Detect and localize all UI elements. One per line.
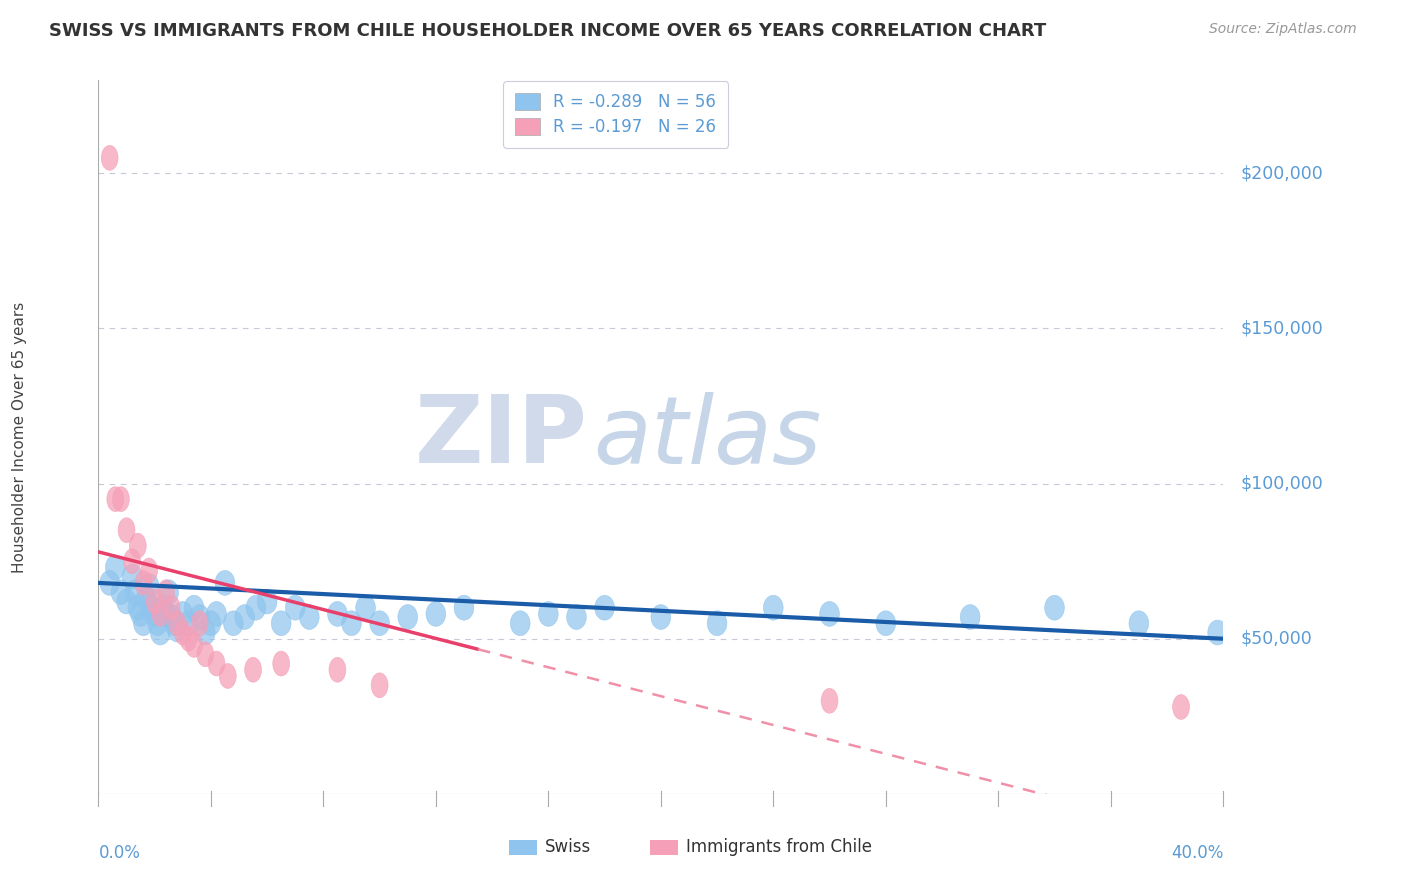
Ellipse shape xyxy=(1208,620,1227,645)
Ellipse shape xyxy=(651,605,671,630)
Ellipse shape xyxy=(190,605,209,630)
Ellipse shape xyxy=(246,595,266,620)
Text: $100,000: $100,000 xyxy=(1240,475,1323,492)
Ellipse shape xyxy=(224,611,243,636)
Ellipse shape xyxy=(180,626,197,651)
Ellipse shape xyxy=(117,589,136,614)
Text: $150,000: $150,000 xyxy=(1240,319,1323,337)
Ellipse shape xyxy=(156,601,176,626)
Text: atlas: atlas xyxy=(593,392,821,483)
Ellipse shape xyxy=(107,487,124,511)
Ellipse shape xyxy=(245,657,262,682)
Ellipse shape xyxy=(111,580,131,605)
Ellipse shape xyxy=(707,611,727,636)
Ellipse shape xyxy=(763,595,783,620)
Ellipse shape xyxy=(173,601,193,626)
Ellipse shape xyxy=(112,487,129,511)
Ellipse shape xyxy=(129,533,146,558)
Ellipse shape xyxy=(257,589,277,614)
Ellipse shape xyxy=(398,605,418,630)
Ellipse shape xyxy=(328,601,347,626)
Ellipse shape xyxy=(179,611,198,636)
Ellipse shape xyxy=(186,632,202,657)
Ellipse shape xyxy=(167,617,187,642)
Ellipse shape xyxy=(820,601,839,626)
Text: ZIP: ZIP xyxy=(415,391,588,483)
Ellipse shape xyxy=(1045,595,1064,620)
Text: Source: ZipAtlas.com: Source: ZipAtlas.com xyxy=(1209,22,1357,37)
Ellipse shape xyxy=(371,673,388,698)
FancyBboxPatch shape xyxy=(650,840,678,855)
Ellipse shape xyxy=(821,689,838,714)
Ellipse shape xyxy=(1173,695,1189,720)
Ellipse shape xyxy=(136,586,156,611)
Ellipse shape xyxy=(135,571,152,595)
Ellipse shape xyxy=(142,595,162,620)
Ellipse shape xyxy=(538,601,558,626)
Ellipse shape xyxy=(273,651,290,676)
Ellipse shape xyxy=(1129,611,1149,636)
Ellipse shape xyxy=(165,611,184,636)
Ellipse shape xyxy=(370,611,389,636)
Ellipse shape xyxy=(101,145,118,170)
Ellipse shape xyxy=(454,595,474,620)
Text: Swiss: Swiss xyxy=(546,838,591,856)
Ellipse shape xyxy=(148,611,167,636)
Ellipse shape xyxy=(215,571,235,595)
Ellipse shape xyxy=(342,611,361,636)
Ellipse shape xyxy=(426,601,446,626)
Ellipse shape xyxy=(235,605,254,630)
Ellipse shape xyxy=(146,589,163,614)
Ellipse shape xyxy=(159,580,179,605)
Ellipse shape xyxy=(208,651,225,676)
Ellipse shape xyxy=(174,620,191,645)
Ellipse shape xyxy=(285,595,305,620)
Ellipse shape xyxy=(876,611,896,636)
Ellipse shape xyxy=(125,580,145,605)
Ellipse shape xyxy=(152,601,169,626)
Text: Immigrants from Chile: Immigrants from Chile xyxy=(686,838,872,856)
Ellipse shape xyxy=(100,571,120,595)
Ellipse shape xyxy=(150,620,170,645)
Text: SWISS VS IMMIGRANTS FROM CHILE HOUSEHOLDER INCOME OVER 65 YEARS CORRELATION CHAR: SWISS VS IMMIGRANTS FROM CHILE HOUSEHOLD… xyxy=(49,22,1046,40)
Ellipse shape xyxy=(145,601,165,626)
Ellipse shape xyxy=(122,565,142,589)
Ellipse shape xyxy=(201,611,221,636)
Text: Householder Income Over 65 years: Householder Income Over 65 years xyxy=(13,301,27,573)
Ellipse shape xyxy=(356,595,375,620)
Ellipse shape xyxy=(131,601,150,626)
Ellipse shape xyxy=(105,555,125,580)
Ellipse shape xyxy=(191,611,208,636)
Ellipse shape xyxy=(567,605,586,630)
Text: $200,000: $200,000 xyxy=(1240,164,1323,182)
Ellipse shape xyxy=(510,611,530,636)
Ellipse shape xyxy=(163,595,180,620)
Ellipse shape xyxy=(162,605,181,630)
Ellipse shape xyxy=(118,517,135,542)
Ellipse shape xyxy=(595,595,614,620)
Ellipse shape xyxy=(153,595,173,620)
Ellipse shape xyxy=(169,611,186,636)
Ellipse shape xyxy=(219,664,236,689)
Ellipse shape xyxy=(139,574,159,599)
Ellipse shape xyxy=(271,611,291,636)
Ellipse shape xyxy=(134,611,153,636)
Ellipse shape xyxy=(124,549,141,574)
Ellipse shape xyxy=(141,558,157,582)
Legend: R = -0.289   N = 56, R = -0.197   N = 26: R = -0.289 N = 56, R = -0.197 N = 26 xyxy=(503,81,728,148)
Ellipse shape xyxy=(157,580,174,605)
Ellipse shape xyxy=(207,601,226,626)
Ellipse shape xyxy=(329,657,346,682)
Text: 0.0%: 0.0% xyxy=(98,844,141,862)
FancyBboxPatch shape xyxy=(509,840,537,855)
Text: $50,000: $50,000 xyxy=(1240,630,1312,648)
Ellipse shape xyxy=(197,642,214,666)
Text: 40.0%: 40.0% xyxy=(1171,844,1223,862)
Ellipse shape xyxy=(299,605,319,630)
Ellipse shape xyxy=(195,620,215,645)
Ellipse shape xyxy=(960,605,980,630)
Ellipse shape xyxy=(128,595,148,620)
Ellipse shape xyxy=(184,595,204,620)
